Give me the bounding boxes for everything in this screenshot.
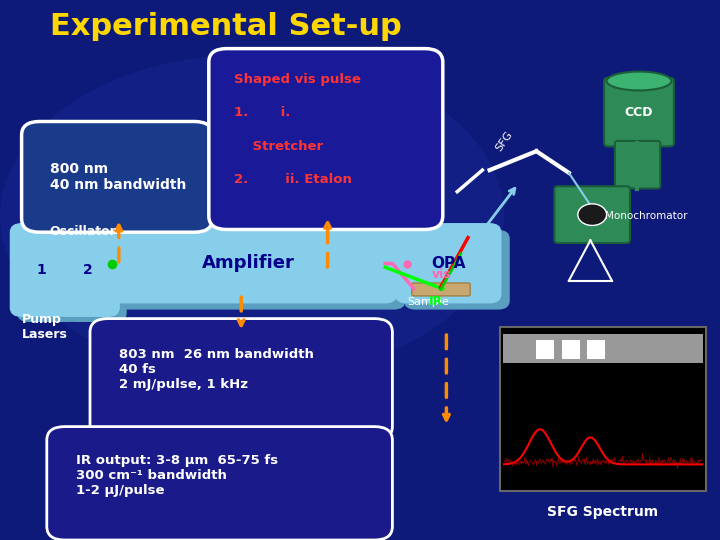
Text: vis: vis <box>432 268 451 281</box>
Text: Stretcher: Stretcher <box>234 139 323 153</box>
Bar <box>503 334 703 363</box>
Text: 2: 2 <box>84 263 93 277</box>
Text: 1: 1 <box>37 263 46 277</box>
Bar <box>536 340 554 359</box>
Text: OPA: OPA <box>431 256 465 271</box>
Text: Monochromator: Monochromator <box>605 211 688 221</box>
FancyBboxPatch shape <box>90 319 392 440</box>
Text: Amplifier: Amplifier <box>202 254 294 272</box>
FancyBboxPatch shape <box>22 122 212 232</box>
Text: IR: IR <box>428 295 443 308</box>
FancyBboxPatch shape <box>47 427 392 540</box>
Text: 2.        ii. Etalon: 2. ii. Etalon <box>234 173 352 186</box>
FancyBboxPatch shape <box>18 230 79 321</box>
FancyBboxPatch shape <box>58 224 119 316</box>
Text: IR output: 3-8 μm  65-75 fs
300 cm⁻¹ bandwidth
1-2 μJ/pulse: IR output: 3-8 μm 65-75 fs 300 cm⁻¹ band… <box>76 454 278 497</box>
FancyBboxPatch shape <box>604 78 674 146</box>
Text: SFG Spectrum: SFG Spectrum <box>547 505 659 519</box>
FancyBboxPatch shape <box>554 186 630 243</box>
Bar <box>500 327 706 491</box>
FancyBboxPatch shape <box>209 49 443 229</box>
Text: 1.       i.: 1. i. <box>234 106 290 119</box>
FancyBboxPatch shape <box>109 231 405 309</box>
Circle shape <box>578 204 606 226</box>
Bar <box>562 340 580 359</box>
Text: CCD: CCD <box>625 105 653 119</box>
Text: 803 nm  26 nm bandwidth
40 fs
2 mJ/pulse, 1 kHz: 803 nm 26 nm bandwidth 40 fs 2 mJ/pulse,… <box>119 348 314 392</box>
FancyBboxPatch shape <box>412 283 470 296</box>
FancyBboxPatch shape <box>65 230 126 321</box>
Text: Shaped vis pulse: Shaped vis pulse <box>234 72 361 86</box>
FancyBboxPatch shape <box>11 224 72 316</box>
Text: Oscillator: Oscillator <box>49 225 116 238</box>
Ellipse shape <box>606 71 671 91</box>
Text: SFG: SFG <box>493 130 514 153</box>
FancyBboxPatch shape <box>615 141 660 188</box>
Text: Experimental Set-up: Experimental Set-up <box>50 12 402 41</box>
FancyBboxPatch shape <box>101 224 396 302</box>
Text: 800 nm
40 nm bandwidth: 800 nm 40 nm bandwidth <box>50 162 186 192</box>
Text: Sample: Sample <box>408 297 449 307</box>
Ellipse shape <box>0 54 504 378</box>
Text: Pump
Lasers: Pump Lasers <box>22 313 68 341</box>
FancyBboxPatch shape <box>405 231 509 309</box>
FancyBboxPatch shape <box>396 224 500 302</box>
Bar <box>587 340 605 359</box>
